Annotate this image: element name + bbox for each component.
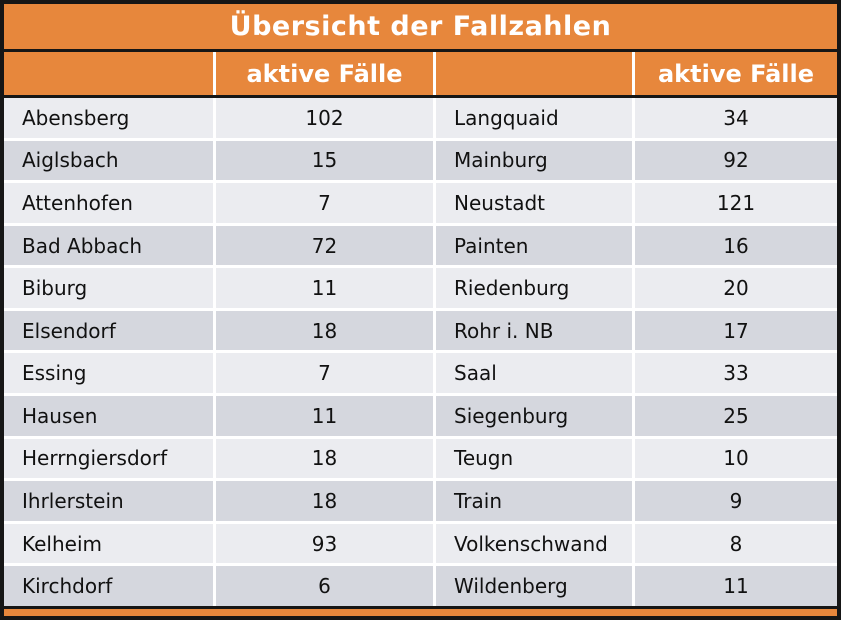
table-row: Essing 7 Saal 33 bbox=[4, 353, 837, 394]
muni-name-cell: Hausen bbox=[4, 396, 213, 436]
muni-name-cell: Rohr i. NB bbox=[436, 310, 632, 351]
case-count-cell: 8 bbox=[635, 523, 837, 564]
case-count-cell: 121 bbox=[635, 183, 837, 223]
case-count-cell: 16 bbox=[635, 225, 837, 266]
case-count-cell: 17 bbox=[635, 310, 837, 351]
muni-name-cell: Aiglsbach bbox=[4, 140, 213, 181]
muni-name-cell: Wildenberg bbox=[436, 566, 632, 606]
case-count-cell: 72 bbox=[216, 225, 433, 266]
case-count-cell: 93 bbox=[216, 523, 433, 564]
case-count-cell: 7 bbox=[216, 183, 433, 223]
muni-name-cell: Kelheim bbox=[4, 523, 213, 564]
muni-name-cell: Attenhofen bbox=[4, 183, 213, 223]
header-aktive-faelle-left: aktive Fälle bbox=[216, 52, 433, 95]
muni-name-cell: Riedenburg bbox=[436, 268, 632, 308]
muni-name-cell: Langquaid bbox=[436, 98, 632, 138]
muni-name-cell: Abensberg bbox=[4, 98, 213, 138]
case-count-cell: 92 bbox=[635, 140, 837, 181]
muni-name-cell: Bad Abbach bbox=[4, 225, 213, 266]
case-count-cell: 18 bbox=[216, 310, 433, 351]
table-row: Ihrlerstein 18 Train 9 bbox=[4, 481, 837, 521]
table-row: Kelheim 93 Volkenschwand 8 bbox=[4, 523, 837, 564]
header-empty-right bbox=[436, 52, 632, 95]
case-count-cell: 33 bbox=[635, 353, 837, 394]
case-count-cell: 20 bbox=[635, 268, 837, 308]
case-count-cell: 18 bbox=[216, 481, 433, 521]
muni-name-cell: Painten bbox=[436, 225, 632, 266]
next-section-strip bbox=[4, 606, 837, 616]
header-empty-left bbox=[4, 52, 213, 95]
muni-name-cell: Saal bbox=[436, 353, 632, 394]
table-row: Biburg 11 Riedenburg 20 bbox=[4, 268, 837, 308]
table-row: Abensberg 102 Langquaid 34 bbox=[4, 98, 837, 138]
muni-name-cell: Volkenschwand bbox=[436, 523, 632, 564]
table-row: Aiglsbach 15 Mainburg 92 bbox=[4, 140, 837, 181]
muni-name-cell: Elsendorf bbox=[4, 310, 213, 351]
case-count-cell: 10 bbox=[635, 438, 837, 479]
muni-name-cell: Biburg bbox=[4, 268, 213, 308]
muni-name-cell: Ihrlerstein bbox=[4, 481, 213, 521]
muni-name-cell: Herrngiersdorf bbox=[4, 438, 213, 479]
case-count-cell: 11 bbox=[216, 268, 433, 308]
table-body: Abensberg 102 Langquaid 34 Aiglsbach 15 Mainbu… bbox=[4, 98, 837, 606]
table-row: Bad Abbach 72 Painten 16 bbox=[4, 225, 837, 266]
case-count-cell: 15 bbox=[216, 140, 433, 181]
case-count-cell: 7 bbox=[216, 353, 433, 394]
case-count-cell: 11 bbox=[216, 396, 433, 436]
muni-name-cell: Siegenburg bbox=[436, 396, 632, 436]
case-count-cell: 25 bbox=[635, 396, 837, 436]
muni-name-cell: Train bbox=[436, 481, 632, 521]
case-count-cell: 102 bbox=[216, 98, 433, 138]
case-count-cell: 34 bbox=[635, 98, 837, 138]
muni-name-cell: Essing bbox=[4, 353, 213, 394]
table-row: Attenhofen 7 Neustadt 121 bbox=[4, 183, 837, 223]
case-count-cell: 9 bbox=[635, 481, 837, 521]
case-count-cell: 18 bbox=[216, 438, 433, 479]
table-row: Elsendorf 18 Rohr i. NB 17 bbox=[4, 310, 837, 351]
muni-name-cell: Kirchdorf bbox=[4, 566, 213, 606]
case-count-cell: 6 bbox=[216, 566, 433, 606]
muni-name-cell: Teugn bbox=[436, 438, 632, 479]
header-aktive-faelle-right: aktive Fälle bbox=[635, 52, 837, 95]
table-row: Hausen 11 Siegenburg 25 bbox=[4, 396, 837, 436]
table-row: Herrngiersdorf 18 Teugn 10 bbox=[4, 438, 837, 479]
table-header-row: aktive Fälle aktive Fälle bbox=[4, 52, 837, 98]
case-count-cell: 11 bbox=[635, 566, 837, 606]
muni-name-cell: Neustadt bbox=[436, 183, 632, 223]
table-title: Übersicht der Fallzahlen bbox=[4, 4, 837, 52]
muni-name-cell: Mainburg bbox=[436, 140, 632, 181]
table-row: Kirchdorf 6 Wildenberg 11 bbox=[4, 566, 837, 606]
